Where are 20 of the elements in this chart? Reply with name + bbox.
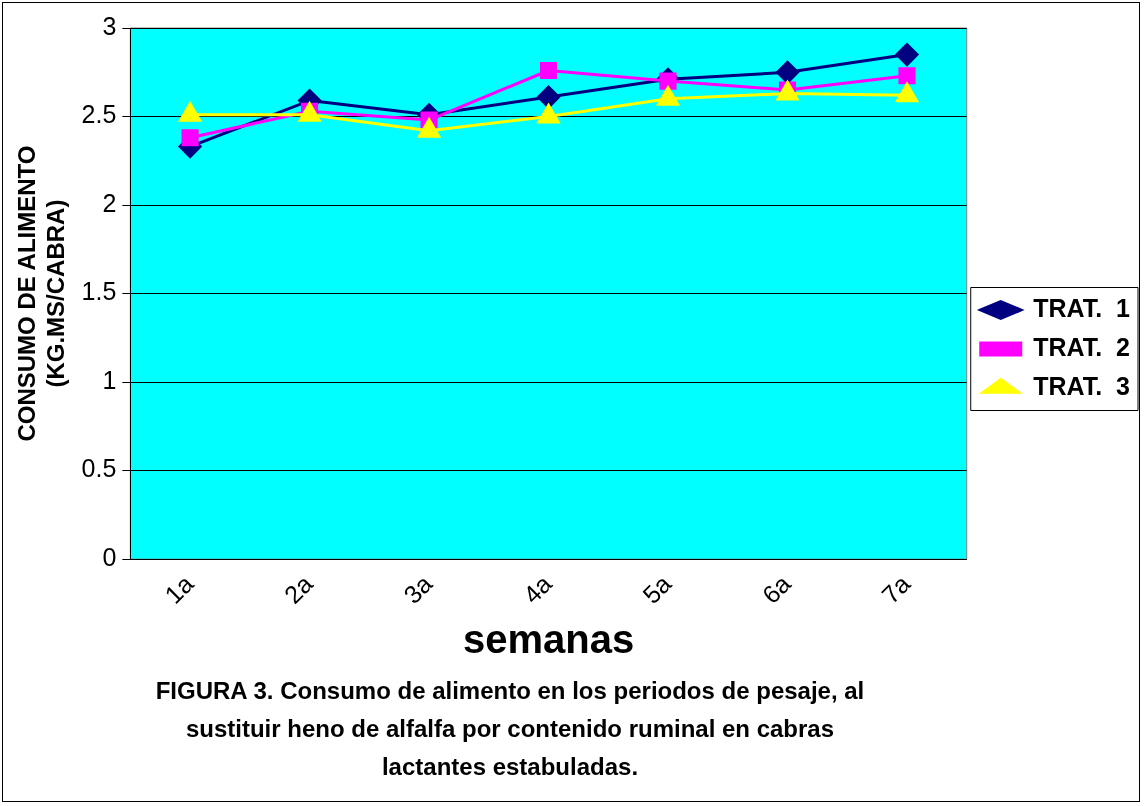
y-tick-label: 0 (102, 543, 117, 572)
y-tick-label: 3 (102, 11, 117, 40)
x-tick-label: 5a (636, 569, 677, 609)
x-tick-label: 2a (278, 569, 319, 609)
x-tick-label: 6a (756, 569, 796, 609)
x-tick-label: 7a (875, 569, 916, 609)
y-tick-label: 0.5 (81, 454, 117, 483)
legend-label: TRAT. 3 (1033, 371, 1130, 400)
x-tick-label: 1a (159, 569, 199, 609)
y-tick-label: 1.5 (81, 277, 117, 306)
y-axis-title: CONSUMO DE ALIMENTO (KG.MS/CABRA) (13, 145, 69, 442)
text: FIGURA 3. Consumo de alimento en los periodos de pesaje, al sustituir heno de alfalfa por contenido ruminal en cabras lactantes estabuladas. (154, 676, 866, 782)
y-tick-label: 2.5 (81, 100, 117, 129)
x-tick-label: 4a (517, 569, 558, 609)
x-tick-label: 3a (398, 569, 438, 609)
y-tick-label: 1 (102, 365, 117, 394)
x-axis-title: semanas (462, 617, 635, 662)
legend-label: TRAT. 2 (1033, 332, 1130, 361)
legend-label: TRAT. 1 (1033, 293, 1131, 322)
y-tick-label: 2 (102, 188, 117, 217)
